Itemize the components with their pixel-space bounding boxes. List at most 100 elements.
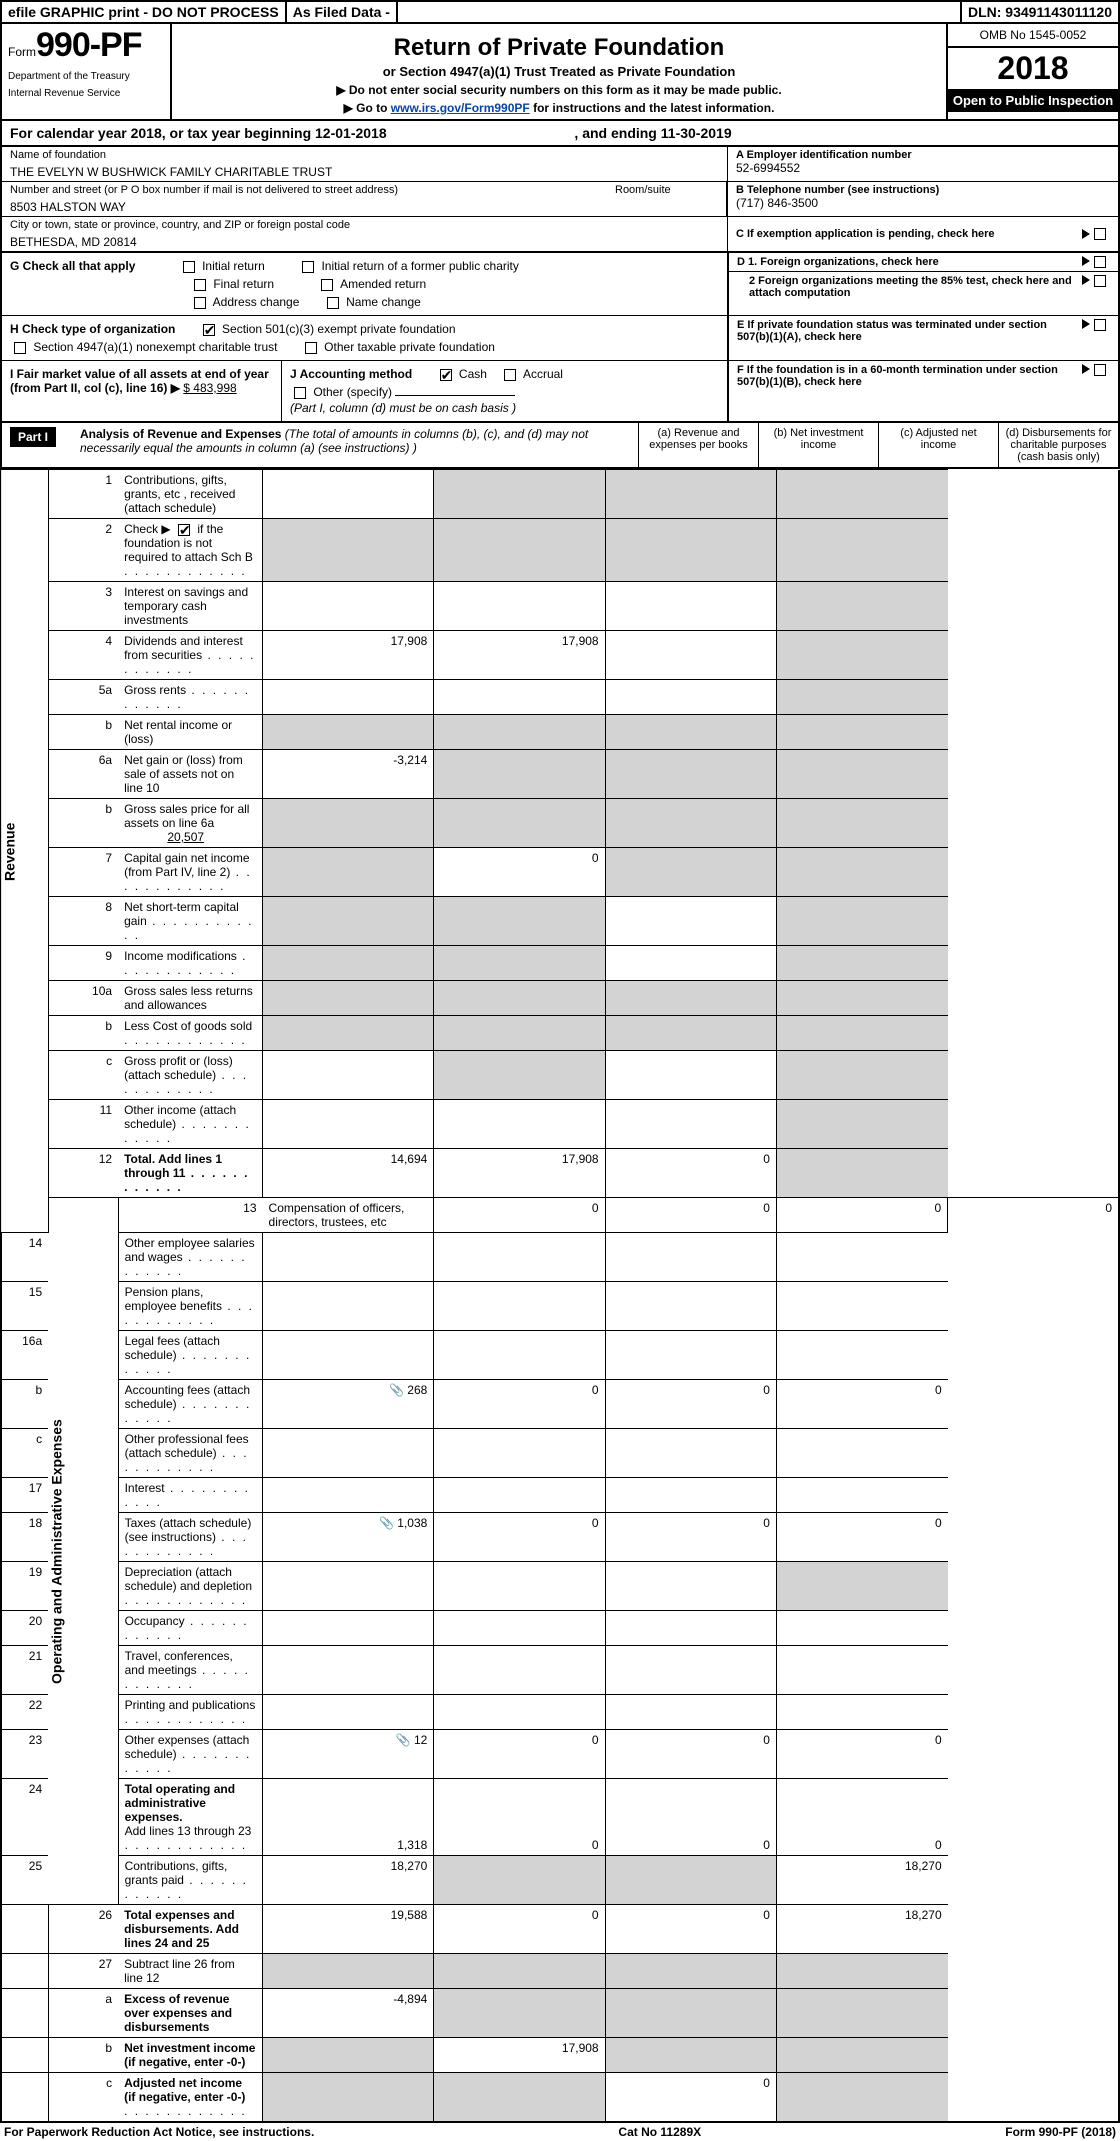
ein-label: A Employer identification number bbox=[736, 149, 1110, 161]
g-initial-former-cb[interactable] bbox=[302, 261, 314, 273]
j-other-cb[interactable] bbox=[294, 387, 306, 399]
h-opt-3: Other taxable private foundation bbox=[324, 340, 495, 354]
city-value: BETHESDA, MD 20814 bbox=[2, 233, 727, 251]
arrow-icon bbox=[1082, 319, 1090, 329]
form-header: Form990-PF Department of the Treasury In… bbox=[0, 24, 1120, 121]
h-opt-2: Section 4947(a)(1) nonexempt charitable … bbox=[33, 340, 277, 354]
table-row: 5aGross rents bbox=[1, 680, 1119, 715]
table-row: 18Taxes (attach schedule) (see instructi… bbox=[1, 1513, 1119, 1562]
j-other-label: Other (specify) bbox=[313, 385, 392, 399]
cal-mid: , and ending bbox=[574, 125, 660, 141]
form-title: Return of Private Foundation bbox=[178, 34, 940, 62]
attachment-icon[interactable]: 📎 bbox=[395, 1733, 411, 1747]
d1-checkbox[interactable] bbox=[1094, 256, 1106, 268]
table-row: 10aGross sales less returns and allowanc… bbox=[1, 981, 1119, 1016]
d2-label: 2 Foreign organizations meeting the 85% … bbox=[737, 275, 1082, 299]
g-address-change-cb[interactable] bbox=[194, 297, 206, 309]
form-label: Form bbox=[8, 45, 36, 59]
as-filed-label: As Filed Data - bbox=[287, 2, 398, 22]
h-label: H Check type of organization bbox=[10, 322, 175, 336]
g-opt-5: Name change bbox=[346, 295, 421, 309]
col-b-head: (b) Net investment income bbox=[758, 423, 878, 467]
foundation-name: THE EVELYN W BUSHWICK FAMILY CHARITABLE … bbox=[2, 163, 727, 181]
schb-checkbox[interactable] bbox=[178, 524, 190, 536]
d2-checkbox[interactable] bbox=[1094, 275, 1106, 287]
h-501c3-cb[interactable] bbox=[203, 324, 215, 336]
h-opt-1: Section 501(c)(3) exempt private foundat… bbox=[222, 322, 455, 336]
room-label: Room/suite bbox=[615, 184, 718, 196]
table-row: Revenue 1Contributions, gifts, grants, e… bbox=[1, 470, 1119, 519]
calendar-year-row: For calendar year 2018, or tax year begi… bbox=[0, 121, 1120, 147]
g-initial-return-cb[interactable] bbox=[183, 261, 195, 273]
dln-cell: DLN: 93491143011120 bbox=[962, 2, 1118, 22]
table-row: 15Pension plans, employee benefits bbox=[1, 1282, 1119, 1331]
cal-pre: For calendar year 2018, or tax year begi… bbox=[10, 125, 315, 141]
part1-title: Analysis of Revenue and Expenses bbox=[80, 427, 281, 441]
form-id-cell: Form990-PF Department of the Treasury In… bbox=[2, 24, 172, 119]
table-row: 19Depreciation (attach schedule) and dep… bbox=[1, 1562, 1119, 1611]
table-row: 7Capital gain net income (from Part IV, … bbox=[1, 848, 1119, 897]
instr-pre: ▶ Go to bbox=[344, 101, 391, 115]
open-to-public: Open to Public Inspection bbox=[948, 89, 1118, 112]
table-row: bAccounting fees (attach schedule)📎 2680… bbox=[1, 1380, 1119, 1429]
topbar: efile GRAPHIC print - DO NOT PROCESS As … bbox=[0, 0, 1120, 24]
table-row: 26Total expenses and disbursements. Add … bbox=[1, 1905, 1119, 1954]
table-row: 4Dividends and interest from securities1… bbox=[1, 631, 1119, 680]
j-cash-label: Cash bbox=[459, 367, 487, 381]
table-row: 25Contributions, gifts, grants paid18,27… bbox=[1, 1856, 1119, 1905]
e-checkbox[interactable] bbox=[1094, 319, 1106, 331]
col-c-head: (c) Adjusted net income bbox=[878, 423, 998, 467]
city-label: City or town, state or province, country… bbox=[2, 217, 727, 233]
f-block: F If the foundation is in a 60-month ter… bbox=[728, 361, 1118, 421]
h-4947-cb[interactable] bbox=[14, 342, 26, 354]
f-checkbox[interactable] bbox=[1094, 364, 1106, 376]
table-row: aExcess of revenue over expenses and dis… bbox=[1, 1989, 1119, 2038]
c-label: C If exemption application is pending, c… bbox=[736, 228, 1082, 240]
table-row: bGross sales price for all assets on lin… bbox=[1, 799, 1119, 848]
table-row: 21Travel, conferences, and meetings bbox=[1, 1646, 1119, 1695]
topbar-spacer bbox=[398, 2, 962, 22]
efile-notice: efile GRAPHIC print - DO NOT PROCESS bbox=[2, 2, 287, 22]
dln-label: DLN: bbox=[968, 4, 1001, 20]
footer-catno: Cat No 11289X bbox=[618, 2125, 701, 2139]
addr-phone-row: Number and street (or P O box number if … bbox=[0, 182, 1120, 217]
col-d-head: (d) Disbursements for charitable purpose… bbox=[998, 423, 1118, 467]
e-block: E If private foundation status was termi… bbox=[728, 316, 1118, 360]
g-name-change-cb[interactable] bbox=[327, 297, 339, 309]
instr-link-row: ▶ Go to www.irs.gov/Form990PF for instru… bbox=[178, 101, 940, 115]
part1-table: Revenue 1Contributions, gifts, grants, e… bbox=[0, 469, 1120, 2123]
table-row: bNet rental income or (loss) bbox=[1, 715, 1119, 750]
table-row: 2Check ▶ if the foundation is not requir… bbox=[1, 519, 1119, 582]
j-note: (Part I, column (d) must be on cash basi… bbox=[290, 401, 719, 415]
dept-treasury: Department of the Treasury bbox=[8, 71, 164, 82]
name-ein-row: Name of foundation THE EVELYN W BUSHWICK… bbox=[0, 147, 1120, 182]
attachment-icon[interactable]: 📎 bbox=[388, 1383, 404, 1397]
j-cash-cb[interactable] bbox=[440, 369, 452, 381]
section-h: H Check type of organization Section 501… bbox=[0, 316, 1120, 361]
attachment-icon[interactable]: 📎 bbox=[378, 1516, 394, 1530]
irs-link[interactable]: www.irs.gov/Form990PF bbox=[391, 101, 530, 115]
expenses-vlabel: Operating and Administrative Expenses bbox=[48, 1198, 118, 1905]
table-row: 11Other income (attach schedule) bbox=[1, 1100, 1119, 1149]
j-accrual-cb[interactable] bbox=[504, 369, 516, 381]
title-cell: Return of Private Foundation or Section … bbox=[172, 24, 948, 119]
table-row: 8Net short-term capital gain bbox=[1, 897, 1119, 946]
table-row: 9Income modifications bbox=[1, 946, 1119, 981]
instr-post: for instructions and the latest informat… bbox=[530, 101, 775, 115]
c-checkbox[interactable] bbox=[1094, 228, 1106, 240]
g-amended-cb[interactable] bbox=[321, 279, 333, 291]
part1-badge: Part I bbox=[10, 427, 56, 447]
instr-ssn: ▶ Do not enter social security numbers o… bbox=[178, 83, 940, 97]
d-block: D 1. Foreign organizations, check here 2… bbox=[728, 253, 1118, 315]
table-row: 17Interest bbox=[1, 1478, 1119, 1513]
col-a-head: (a) Revenue and expenses per books bbox=[638, 423, 758, 467]
g-final-return-cb[interactable] bbox=[194, 279, 206, 291]
addr-value: 8503 HALSTON WAY bbox=[2, 198, 607, 216]
h-other-taxable-cb[interactable] bbox=[305, 342, 317, 354]
footer: For Paperwork Reduction Act Notice, see … bbox=[0, 2123, 1120, 2141]
table-row: 22Printing and publications bbox=[1, 1695, 1119, 1730]
arrow-icon bbox=[1082, 229, 1090, 239]
name-label: Name of foundation bbox=[2, 147, 727, 163]
city-c-row: City or town, state or province, country… bbox=[0, 217, 1120, 253]
table-row: 3Interest on savings and temporary cash … bbox=[1, 582, 1119, 631]
